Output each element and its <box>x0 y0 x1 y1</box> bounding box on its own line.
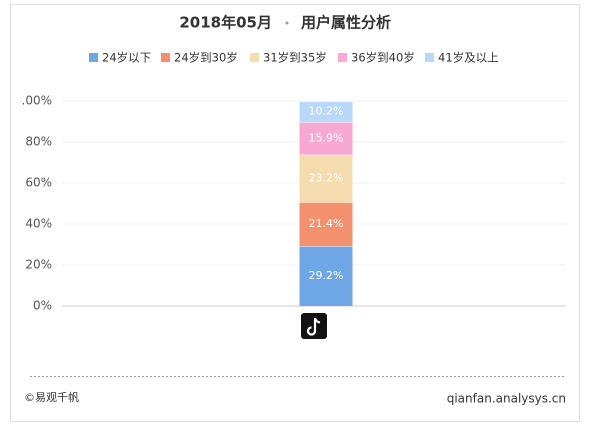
legend-label: 36岁到40岁 <box>351 51 415 65</box>
value-label: 29.2% <box>309 269 344 282</box>
source-text: ©易观千帆 <box>24 390 79 404</box>
value-label: 23.2% <box>309 171 344 184</box>
value-label: 10.2% <box>309 105 344 118</box>
value-label: 21.4% <box>309 217 344 230</box>
legend-swatch <box>161 53 170 62</box>
y-tick-label: 40% <box>25 217 52 231</box>
chart-title: 2018年05月 <box>179 14 272 32</box>
legend-label: 31岁到35岁 <box>263 51 327 65</box>
chart-subtitle: 用户属性分析 <box>301 14 391 32</box>
bar-segment <box>299 246 353 306</box>
legend-swatch <box>250 53 259 62</box>
value-label: 15.9% <box>309 131 344 144</box>
bar-segment <box>299 101 353 123</box>
title-separator <box>285 21 289 25</box>
legend-swatch <box>425 53 434 62</box>
app-icon <box>301 313 327 339</box>
bar-segment <box>299 154 353 203</box>
website-text: qianfan.analysys.cn <box>447 392 566 406</box>
y-tick-label: 60% <box>25 176 52 190</box>
icon-glyph <box>306 317 321 336</box>
y-tick-label: .00% <box>22 94 53 108</box>
legend-label: 24岁以下 <box>102 51 151 65</box>
bar-segment <box>299 202 353 247</box>
chart-frame <box>10 4 580 422</box>
legend-swatch <box>338 53 347 62</box>
legend-label: 24岁到30岁 <box>174 51 238 65</box>
y-tick-label: 80% <box>25 135 52 149</box>
y-tick-label: 0% <box>33 299 52 313</box>
legend-label: 41岁及以上 <box>438 51 499 65</box>
legend-swatch <box>89 53 98 62</box>
bar-segment <box>299 122 353 155</box>
y-tick-label: 20% <box>25 258 52 272</box>
